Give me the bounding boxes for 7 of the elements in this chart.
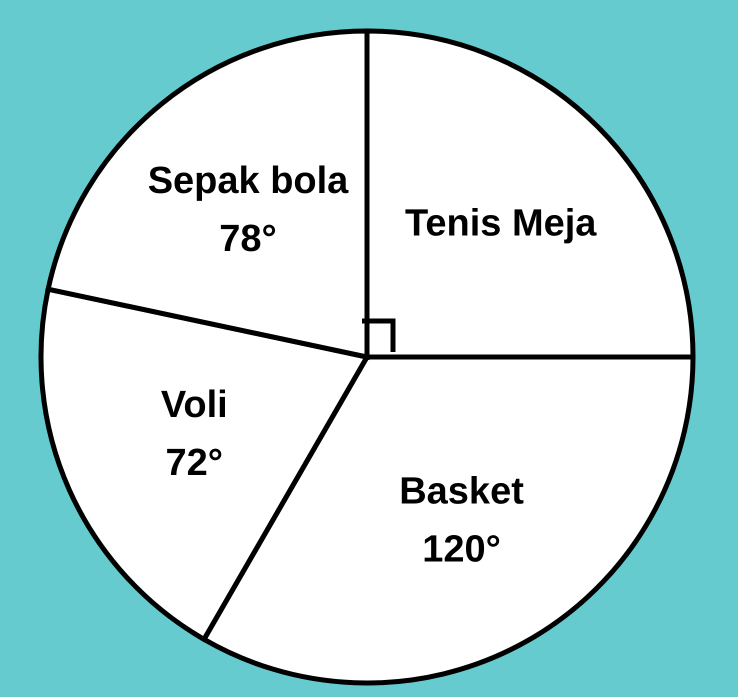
- data-label: 120°: [422, 528, 501, 571]
- slice-label: Sepak bola: [148, 160, 350, 202]
- slice-label: Basket: [399, 470, 524, 513]
- data-label: 72°: [166, 442, 223, 484]
- slice-label: Voli: [160, 384, 228, 426]
- slice-label: Tenis Meja: [404, 202, 598, 244]
- data-label: 78°: [219, 218, 277, 260]
